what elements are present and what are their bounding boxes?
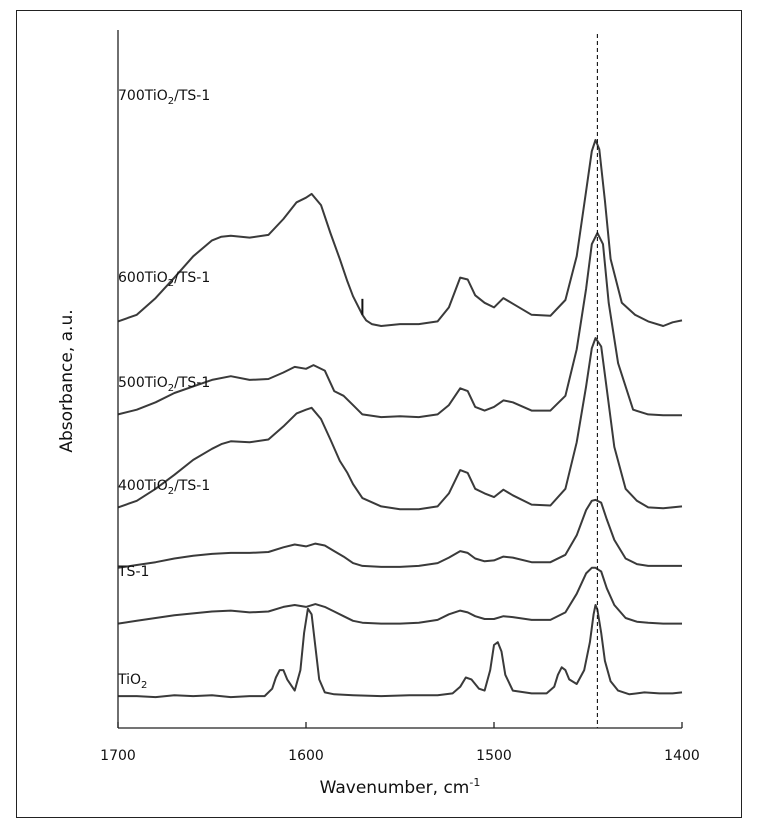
x-axis-title: Wavenumber, cm-1 bbox=[320, 776, 481, 798]
x-ticks-group: 1700 1600 1500 1400 bbox=[100, 722, 700, 764]
series-labels-group: 700TiO2/TS-1 600TiO2/TS-1 500TiO2/TS-1 400T… bbox=[117, 88, 210, 691]
series-label-2: 500TiO2/TS-1 bbox=[118, 375, 210, 394]
series-label-3: 400TiO2/TS-1 bbox=[118, 478, 210, 497]
x-tick-label-1500: 1500 bbox=[476, 748, 512, 764]
series-line-0 bbox=[117, 139, 683, 327]
series-label-0: 700TiO2/TS-1 bbox=[118, 88, 210, 107]
series-line-5 bbox=[118, 604, 683, 699]
series-line-3 bbox=[117, 498, 682, 569]
series-label-5: TiO2 bbox=[117, 672, 147, 691]
x-tick-label-1700: 1700 bbox=[100, 748, 136, 764]
x-axis-title-superscript: -1 bbox=[469, 776, 480, 789]
series-label-4: TS-1 bbox=[117, 564, 149, 580]
series-line-2 bbox=[117, 337, 683, 511]
x-axis-title-text: Wavenumber, cm bbox=[320, 778, 470, 798]
spectra-group bbox=[117, 139, 683, 699]
x-tick-label-1600: 1600 bbox=[288, 748, 324, 764]
y-axis-title: Absorbance, a.u. bbox=[57, 309, 77, 452]
x-tick-label-1400: 1400 bbox=[664, 748, 700, 764]
figure-frame bbox=[16, 10, 742, 818]
series-line-1 bbox=[117, 232, 682, 419]
series-line-4 bbox=[117, 566, 682, 625]
series-label-1: 600TiO2/TS-1 bbox=[118, 270, 210, 289]
